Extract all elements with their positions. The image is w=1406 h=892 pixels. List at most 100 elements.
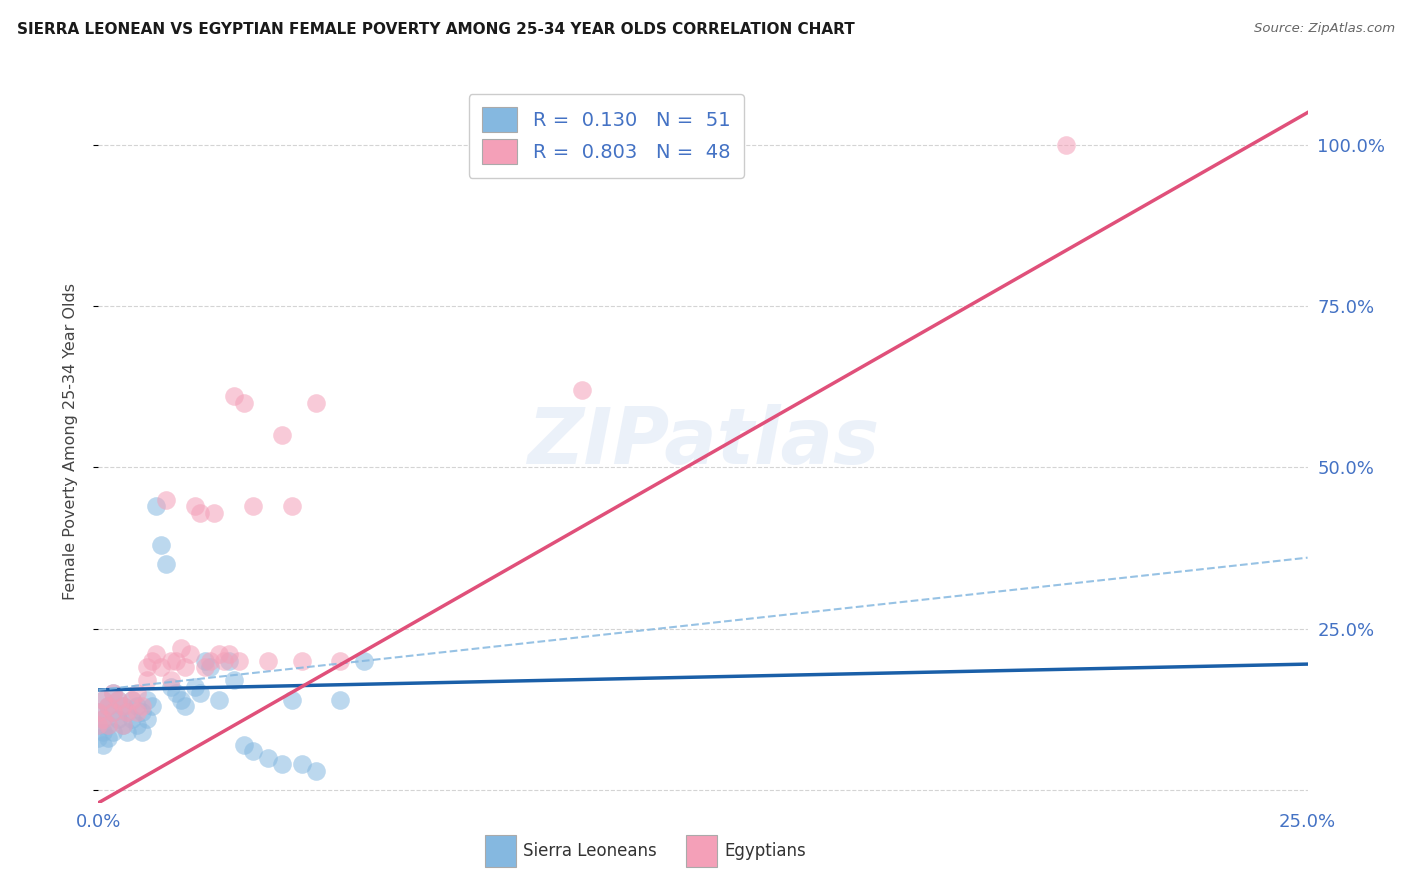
Point (121, 692, 143, 706)
Point (135, 673, 157, 688)
Point (127, 718, 149, 732)
Point (141, 699, 163, 714)
Point (127, 706, 149, 720)
Point (121, 692, 143, 706)
Point (97, 699, 120, 714)
Point (135, 660, 157, 674)
Point (91, 724, 114, 739)
Point (101, 706, 124, 720)
Point (256, 654, 278, 668)
Point (111, 718, 134, 732)
Point (179, 648, 201, 662)
Point (155, 557, 177, 571)
Point (91, 712, 114, 726)
Point (305, 396, 328, 410)
Point (1054, 137, 1077, 152)
Point (222, 389, 245, 403)
Point (107, 712, 129, 726)
Point (194, 660, 217, 674)
Point (212, 654, 235, 668)
Point (107, 692, 129, 706)
Point (305, 764, 328, 778)
Point (198, 660, 221, 674)
Point (145, 499, 167, 513)
Point (97, 731, 120, 746)
Point (127, 699, 149, 714)
Point (97, 718, 120, 732)
Point (256, 750, 278, 764)
Point (242, 499, 264, 513)
Point (169, 692, 191, 706)
Text: Sierra Leoneans: Sierra Leoneans (523, 842, 657, 860)
Point (242, 744, 264, 758)
Point (329, 692, 352, 706)
Point (91, 692, 114, 706)
Point (174, 699, 197, 714)
Point (290, 757, 312, 772)
Point (155, 492, 177, 507)
Point (91, 692, 114, 706)
Point (271, 757, 294, 772)
Point (165, 686, 187, 700)
Y-axis label: Female Poverty Among 25-34 Year Olds: Female Poverty Among 25-34 Year Olds (63, 283, 77, 600)
Point (97, 718, 120, 732)
Point (117, 706, 139, 720)
Text: SIERRA LEONEAN VS EGYPTIAN FEMALE POVERTY AMONG 25-34 YEAR OLDS CORRELATION CHAR: SIERRA LEONEAN VS EGYPTIAN FEMALE POVERT… (17, 22, 855, 37)
Text: Source: ZipAtlas.com: Source: ZipAtlas.com (1254, 22, 1395, 36)
Point (281, 692, 304, 706)
Point (127, 686, 149, 700)
Point (232, 738, 254, 752)
Point (97, 699, 120, 714)
Point (117, 724, 139, 739)
Point (281, 499, 304, 513)
Point (150, 538, 173, 552)
Point (111, 718, 134, 732)
Point (131, 699, 153, 714)
Point (111, 699, 134, 714)
Point (145, 648, 167, 662)
Point (101, 686, 124, 700)
Point (329, 654, 352, 668)
Point (91, 738, 114, 752)
Point (160, 654, 183, 668)
Point (87, 731, 110, 746)
Point (111, 699, 134, 714)
Point (169, 640, 191, 655)
Point (160, 680, 183, 694)
Point (188, 686, 211, 700)
Point (101, 724, 124, 739)
Point (222, 673, 245, 688)
Point (131, 724, 153, 739)
Point (87, 706, 110, 720)
Point (271, 428, 294, 442)
Point (101, 706, 124, 720)
Text: Egyptians: Egyptians (724, 842, 806, 860)
Point (131, 706, 153, 720)
Point (228, 654, 250, 668)
Point (571, 383, 593, 397)
Point (87, 718, 110, 732)
Point (184, 499, 207, 513)
Point (188, 506, 211, 520)
Legend: R =  0.130   N =  51, R =  0.803   N =  48: R = 0.130 N = 51, R = 0.803 N = 48 (468, 94, 744, 178)
Point (135, 692, 157, 706)
Point (353, 654, 375, 668)
Point (121, 712, 143, 726)
Point (107, 692, 129, 706)
Point (174, 660, 197, 674)
Point (184, 680, 207, 694)
Point (117, 706, 139, 720)
Point (160, 673, 183, 688)
Point (198, 654, 221, 668)
Point (208, 692, 231, 706)
Point (165, 654, 187, 668)
Text: ZIPatlas: ZIPatlas (527, 403, 879, 480)
Point (208, 648, 231, 662)
Point (150, 660, 173, 674)
Point (290, 654, 312, 668)
Point (204, 506, 226, 520)
Point (101, 686, 124, 700)
Point (218, 654, 240, 668)
Point (87, 706, 110, 720)
Point (218, 648, 240, 662)
